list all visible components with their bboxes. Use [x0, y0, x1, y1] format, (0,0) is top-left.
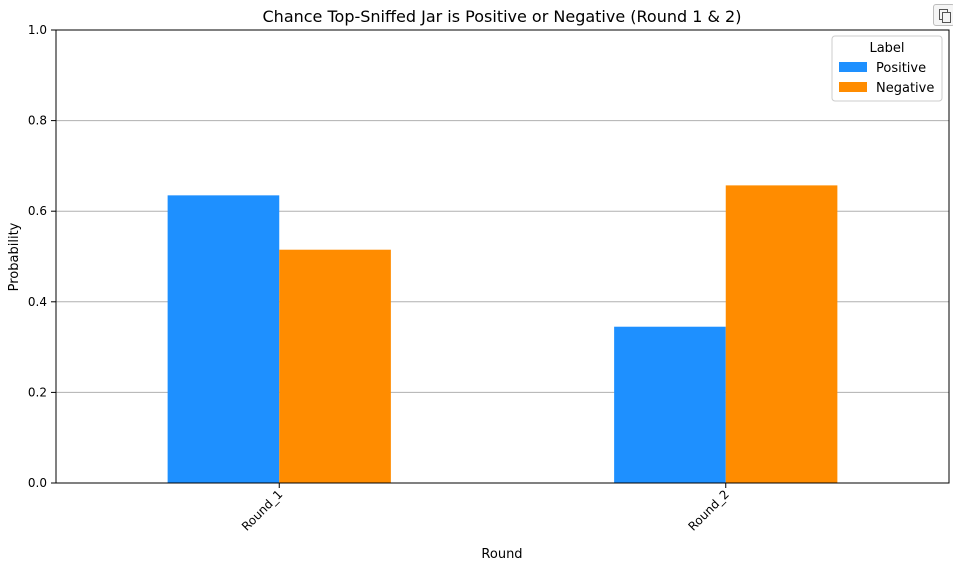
y-tick-label: 0.4	[28, 295, 47, 309]
legend-label-positive: Positive	[876, 61, 926, 76]
x-tick-label: Round_2	[685, 487, 731, 533]
legend: Label Positive Negative	[831, 35, 943, 102]
y-axis-label: Probability	[7, 222, 22, 291]
bar-negative-round_2	[725, 185, 838, 483]
chart-title: Chance Top-Sniffed Jar is Positive or Ne…	[263, 7, 742, 26]
y-tick-label: 0.8	[28, 114, 47, 128]
x-axis-label: Round	[481, 547, 522, 562]
bars	[167, 185, 838, 483]
copy-icon[interactable]	[933, 4, 953, 26]
y-tick-label: 0.2	[28, 385, 47, 399]
bar-positive-round_1	[167, 195, 280, 483]
bar-positive-round_2	[614, 326, 726, 483]
legend-label-negative: Negative	[876, 81, 934, 96]
y-tick-label: 0.0	[28, 476, 47, 490]
x-axis: Round_1 Round_2	[239, 483, 732, 534]
y-axis: 0.0 0.2 0.4 0.6 0.8 1.0	[28, 23, 56, 490]
legend-swatch-negative	[839, 82, 867, 92]
legend-swatch-positive	[839, 62, 867, 72]
legend-title: Label	[869, 41, 904, 56]
y-tick-label: 1.0	[28, 23, 47, 37]
plot-frame	[55, 29, 950, 484]
x-tick-label: Round_1	[239, 487, 285, 533]
y-tick-label: 0.6	[28, 204, 47, 218]
bar-negative-round_1	[279, 249, 391, 483]
